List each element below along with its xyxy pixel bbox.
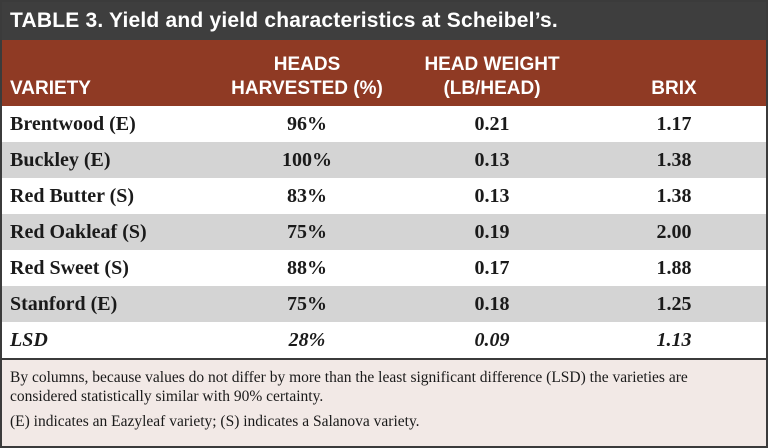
table-row: Buckley (E) 100% 0.13 1.38 [2,142,766,178]
header-brix-label: BRIX [651,78,697,99]
cell-weight: 0.17 [474,257,510,279]
cell-brix: 1.88 [656,257,692,279]
table-row: Red Butter (S) 83% 0.13 1.38 [2,178,766,214]
cell-weight: 0.13 [474,185,510,207]
table-row: Stanford (E) 75% 0.18 1.25 [2,286,766,322]
header-heads-harvested-line2: HARVESTED (%) [231,78,383,99]
cell-brix: 1.25 [656,293,692,315]
cell-harvested: 88% [287,257,327,279]
cell-brix: 1.17 [656,113,692,135]
table-header: VARIETY HEADS HARVESTED (%) HEAD WEIGHT … [2,40,766,106]
cell-variety: Buckley (E) [10,149,111,171]
cell-brix: 1.38 [656,185,692,207]
cell-weight: 0.13 [474,149,510,171]
header-variety-label: VARIETY [10,78,91,99]
table-row: Brentwood (E) 96% 0.21 1.17 [2,106,766,142]
lsd-row: LSD 28% 0.09 1.13 [2,322,766,358]
cell-brix: 2.00 [656,221,692,243]
table-row: Red Oakleaf (S) 75% 0.19 2.00 [2,214,766,250]
header-variety: VARIETY [2,40,212,106]
cell-variety: Red Butter (S) [10,185,135,207]
cell-brix: 1.13 [656,329,692,351]
header-heads-harvested-line1: HEADS [273,54,341,75]
cell-weight: 0.19 [474,221,510,243]
cell-brix: 1.38 [656,149,692,171]
cell-harvested: 96% [287,113,327,135]
header-heads-harvested: HEADS HARVESTED (%) [212,40,402,106]
header-head-weight-line1: HEAD WEIGHT [424,54,560,75]
table-row: Red Sweet (S) 88% 0.17 1.88 [2,250,766,286]
cell-variety: Brentwood (E) [10,113,136,135]
header-brix: BRIX [582,40,766,106]
table-notes: By columns, because values do not differ… [2,358,766,446]
cell-variety: Stanford (E) [10,293,118,315]
cell-weight: 0.21 [474,113,510,135]
note-legend: (E) indicates an Eazyleaf variety; (S) i… [10,413,420,430]
note-lsd: By columns, because values do not differ… [10,369,688,405]
table-title: TABLE 3. Yield and yield characteristics… [2,2,766,40]
header-head-weight: HEAD WEIGHT (LB/HEAD) [402,40,582,106]
cell-harvested: 28% [288,329,326,351]
cell-weight: 0.09 [474,329,510,351]
cell-harvested: 75% [287,293,327,315]
header-head-weight-line2: (LB/HEAD) [443,78,541,99]
cell-variety: Red Sweet (S) [10,257,129,279]
cell-harvested: 100% [282,149,332,171]
table-body: Brentwood (E) 96% 0.21 1.17 Buckley (E) … [2,106,766,358]
cell-variety: Red Oakleaf (S) [10,221,147,243]
cell-harvested: 75% [287,221,327,243]
cell-harvested: 83% [287,185,327,207]
cell-weight: 0.18 [474,293,510,315]
cell-variety: LSD [10,329,48,351]
